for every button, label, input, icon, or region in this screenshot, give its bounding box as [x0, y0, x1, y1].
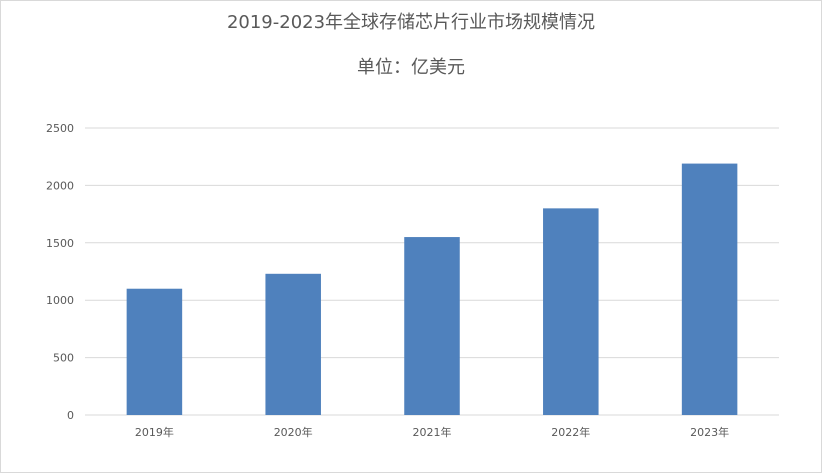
- y-axis: 0 500 1000 1500 2000 2500: [46, 122, 74, 422]
- x-tick-label: 2022年: [551, 425, 590, 439]
- x-tick-label: 2019年: [135, 425, 174, 439]
- y-tick-label: 1000: [46, 294, 74, 307]
- bar: [126, 288, 183, 415]
- x-tick-label: 2023年: [690, 425, 729, 439]
- x-axis: 2019年 2020年 2021年 2022年 2023年: [135, 425, 729, 439]
- bars: [126, 163, 738, 415]
- y-tick-label: 2000: [46, 179, 74, 192]
- chart-subtitle: 单位：亿美元: [357, 57, 465, 78]
- x-tick-label: 2021年: [413, 425, 452, 439]
- chart-title: 2019-2023年全球存储芯片行业市场规模情况: [226, 12, 596, 33]
- bar: [681, 163, 738, 415]
- bar: [404, 237, 460, 415]
- y-tick-label: 2500: [46, 122, 74, 135]
- x-tick-label: 2020年: [274, 425, 313, 439]
- bar: [543, 208, 599, 415]
- y-tick-label: 1500: [46, 237, 74, 250]
- y-tick-label: 500: [53, 352, 74, 365]
- bar: [265, 273, 321, 415]
- y-tick-label: 0: [67, 409, 74, 422]
